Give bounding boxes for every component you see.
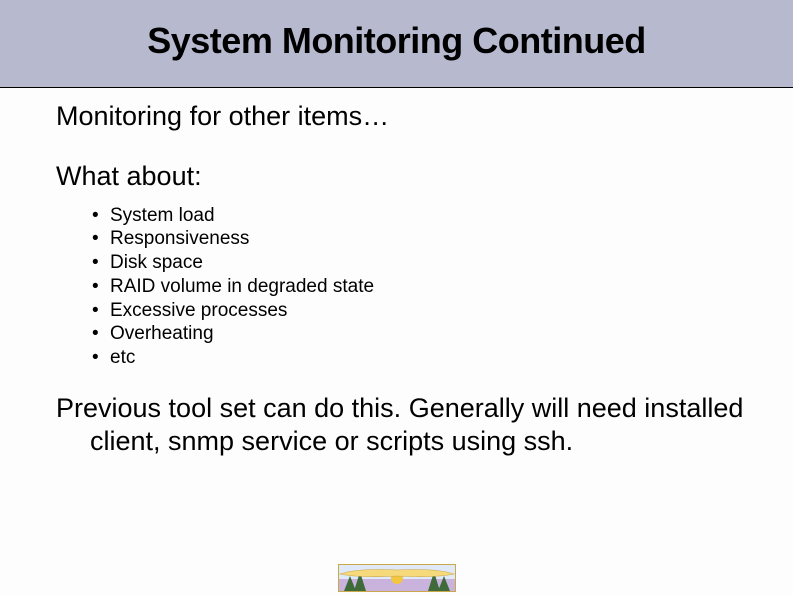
list-item: etc [92, 346, 753, 370]
list-item: Responsiveness [92, 227, 753, 251]
slide: System Monitoring Continued Monitoring f… [0, 0, 793, 596]
footer-logo [338, 564, 456, 592]
list-item: Overheating [92, 322, 753, 346]
closing-paragraph: Previous tool set can do this. Generally… [56, 392, 753, 458]
footer-logo-wrap [0, 564, 793, 592]
bullet-list: System load Responsiveness Disk space RA… [56, 204, 753, 370]
list-item: System load [92, 204, 753, 228]
slide-title: System Monitoring Continued [147, 20, 645, 62]
list-item: Disk space [92, 251, 753, 275]
slide-body: Monitoring for other items… What about: … [56, 100, 753, 458]
list-item: Excessive processes [92, 299, 753, 323]
logo-svg [338, 564, 456, 592]
what-about-heading: What about: [56, 160, 753, 194]
intro-line: Monitoring for other items… [56, 100, 753, 134]
closing-text: Previous tool set can do this. Generally… [56, 392, 753, 458]
list-item: RAID volume in degraded state [92, 275, 753, 299]
title-band: System Monitoring Continued [0, 0, 793, 88]
